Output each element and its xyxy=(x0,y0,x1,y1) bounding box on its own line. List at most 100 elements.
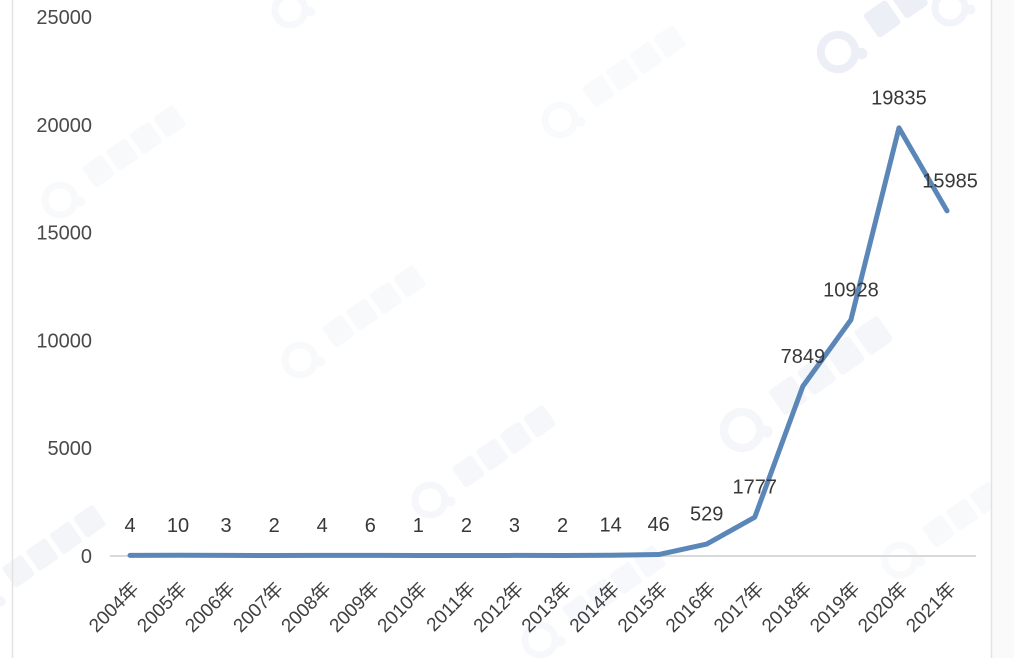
watermark-dot xyxy=(555,636,566,647)
data-point-label: 2 xyxy=(557,515,568,537)
watermark-dot xyxy=(0,596,6,607)
logo-watermark-icon xyxy=(41,105,186,219)
watermark-glyph xyxy=(346,298,379,331)
watermark-ring xyxy=(41,181,79,219)
watermark-glyph xyxy=(153,105,186,138)
watermark-dot xyxy=(315,356,326,367)
logo-watermark-icon xyxy=(271,0,316,29)
watermark-glyph xyxy=(562,595,595,628)
x-axis-tick-label: 2004年 xyxy=(85,578,144,637)
data-point-label: 4 xyxy=(124,515,135,537)
x-axis-tick-label: 2020年 xyxy=(854,578,913,637)
x-axis-tick-label: 2011年 xyxy=(422,578,480,636)
watermark-glyph xyxy=(653,25,686,58)
watermark-ring xyxy=(931,0,969,27)
watermark-glyph xyxy=(826,336,865,375)
watermark-glyph xyxy=(891,0,928,19)
watermark-dot xyxy=(965,4,976,15)
watermark-glyph xyxy=(633,545,666,578)
watermark-ring xyxy=(816,30,860,74)
watermark-ring xyxy=(271,0,309,29)
data-point-label: 14 xyxy=(599,515,621,537)
watermark-glyph xyxy=(797,356,836,395)
x-axis-tick-label: 2008年 xyxy=(277,578,336,637)
data-point-label: 6 xyxy=(365,515,376,537)
watermark-glyph xyxy=(854,316,893,355)
x-axis-tick-label: 2021年 xyxy=(902,578,961,637)
data-point-label: 15985 xyxy=(922,170,978,192)
logo-watermark-icon xyxy=(816,0,928,74)
watermark-glyph xyxy=(106,138,139,171)
watermark-glyph xyxy=(586,578,619,611)
y-axis-tick-label: 20000 xyxy=(36,115,92,137)
watermark-glyph xyxy=(26,538,59,571)
series-line xyxy=(127,125,950,558)
watermark-glyph xyxy=(130,122,162,154)
x-axis-tick-label: 2012年 xyxy=(469,578,528,637)
data-point-label: 2 xyxy=(269,515,280,537)
logo-watermark-icon xyxy=(931,0,976,27)
watermark-glyph xyxy=(523,405,556,438)
data-point-label: 529 xyxy=(690,504,723,526)
y-axis-tick-label: 15000 xyxy=(36,223,92,245)
watermark-glyph xyxy=(582,75,615,108)
x-axis-tick-label: 2009年 xyxy=(325,578,384,637)
data-point-label: 2 xyxy=(461,515,472,537)
y-axis-tick-label: 5000 xyxy=(48,438,93,460)
watermark-dot xyxy=(75,196,86,207)
watermark-glyph xyxy=(630,42,662,74)
data-point-label: 3 xyxy=(509,515,520,537)
watermark-glyph xyxy=(500,422,532,454)
x-axis-tick-label: 2006年 xyxy=(181,578,240,637)
watermark-dot xyxy=(760,425,773,438)
watermark-dot xyxy=(445,496,456,507)
watermark-ring xyxy=(521,621,559,658)
logo-watermark-icon xyxy=(719,316,893,453)
x-axis-tick-label: 2016年 xyxy=(661,578,720,637)
data-point-label: 3 xyxy=(221,515,232,537)
watermark-ring xyxy=(281,341,319,379)
data-point-label: 7849 xyxy=(781,346,826,368)
logo-watermark-icon xyxy=(0,505,106,607)
data-point-label: 46 xyxy=(648,514,670,536)
data-point-label: 19835 xyxy=(871,87,927,109)
y-axis: 0 5000 10000 15000 20000 25000 xyxy=(36,7,92,568)
watermark-glyph xyxy=(50,522,82,554)
logo-watermark-icon xyxy=(281,265,426,379)
watermark-dot xyxy=(915,556,926,567)
watermark-ring xyxy=(881,541,919,579)
watermark-glyph xyxy=(922,515,955,548)
watermark-glyph xyxy=(864,0,901,38)
data-point-label: 1777 xyxy=(733,477,778,499)
watermark-glyph xyxy=(476,438,509,471)
watermark-ring xyxy=(411,481,449,519)
x-axis-tick-label: 2007年 xyxy=(229,578,288,637)
data-series xyxy=(127,125,950,558)
watermark-glyph xyxy=(606,58,639,91)
watermark-ring xyxy=(719,407,765,453)
watermark-glyph xyxy=(73,505,106,538)
watermark-glyph xyxy=(452,455,485,488)
watermark-glyph xyxy=(610,562,642,594)
watermark-glyph xyxy=(370,282,402,314)
y-axis-tick-label: 25000 xyxy=(36,7,92,29)
watermark-dot xyxy=(575,116,586,127)
data-point-label: 4 xyxy=(317,515,328,537)
logo-watermark-icon xyxy=(411,405,556,519)
data-labels: 4 10 3 2 4 6 1 2 3 2 14 46 5291777784910928198351598… xyxy=(124,87,977,537)
watermark-dot xyxy=(855,47,868,60)
logo-watermark-icon xyxy=(541,25,686,139)
watermark-glyph xyxy=(2,555,35,588)
watermark-glyph xyxy=(769,376,808,415)
data-point-label: 10 xyxy=(167,515,189,537)
y-axis-tick-label: 10000 xyxy=(36,330,92,352)
data-point-label: 10928 xyxy=(823,279,879,301)
watermark-glyph xyxy=(946,498,979,531)
x-axis-tick-label: 2010年 xyxy=(373,578,432,637)
x-axis-tick-label: 2019年 xyxy=(806,578,865,637)
watermark-glyph xyxy=(393,265,426,298)
x-axis-tick-label: 2005年 xyxy=(133,578,192,637)
